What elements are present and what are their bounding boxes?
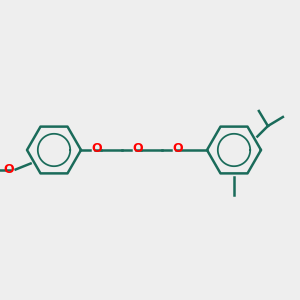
Text: O: O	[172, 142, 183, 155]
Text: O: O	[92, 142, 102, 155]
Text: O: O	[132, 142, 142, 155]
Text: O: O	[4, 163, 14, 176]
